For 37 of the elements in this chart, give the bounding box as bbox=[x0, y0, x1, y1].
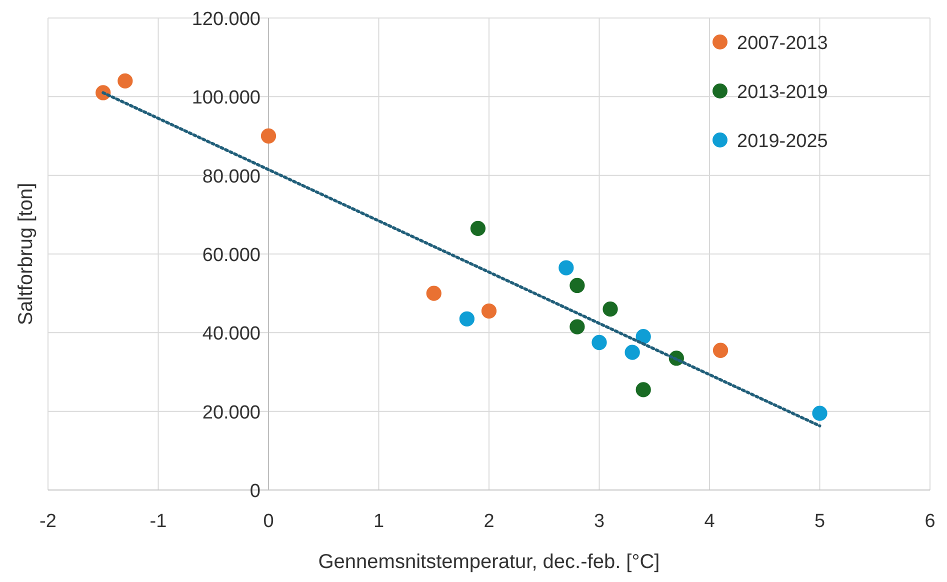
point bbox=[624, 344, 640, 360]
point bbox=[812, 406, 828, 421]
point bbox=[426, 286, 442, 301]
x-tick-label: 0 bbox=[263, 511, 274, 532]
legend-label: 2013-2019 bbox=[737, 82, 828, 103]
point bbox=[260, 128, 276, 144]
point bbox=[636, 329, 651, 344]
x-tick-label: 5 bbox=[814, 511, 826, 532]
point bbox=[570, 278, 585, 294]
y-tick-label: 80.000 bbox=[202, 166, 260, 188]
x-tick-label: 3 bbox=[594, 511, 605, 532]
y-tick-label: 40.000 bbox=[202, 324, 260, 345]
y-tick-label: 60.000 bbox=[202, 245, 260, 266]
y-tick-label: 100.000 bbox=[192, 88, 260, 109]
point bbox=[636, 382, 651, 398]
point bbox=[592, 334, 607, 350]
point bbox=[602, 302, 618, 317]
point bbox=[459, 311, 475, 326]
point bbox=[118, 73, 133, 88]
y-tick-label: 0 bbox=[250, 481, 260, 502]
point bbox=[481, 303, 497, 319]
legend-label: 2007-2013 bbox=[737, 33, 828, 54]
x-tick-label: -2 bbox=[40, 511, 56, 532]
x-tick-label: -1 bbox=[150, 511, 167, 532]
point bbox=[712, 342, 728, 358]
x-tick-label: 1 bbox=[373, 511, 384, 532]
x-axis-title: Gennemsnitstemperatur, dec.-feb. [°C] bbox=[318, 551, 660, 573]
x-tick-label: 6 bbox=[924, 511, 936, 532]
legend-label: 2019-2025 bbox=[737, 131, 828, 152]
x-tick-label: 2 bbox=[484, 511, 494, 532]
y-tick-label: 120.000 bbox=[192, 9, 260, 30]
y-axis-title: Saltforbrug [ton] bbox=[15, 182, 37, 326]
x-tick-label: 4 bbox=[704, 511, 716, 532]
point bbox=[558, 260, 574, 276]
point bbox=[570, 319, 585, 334]
y-tick-label: 20.000 bbox=[202, 402, 260, 424]
point bbox=[470, 220, 486, 236]
